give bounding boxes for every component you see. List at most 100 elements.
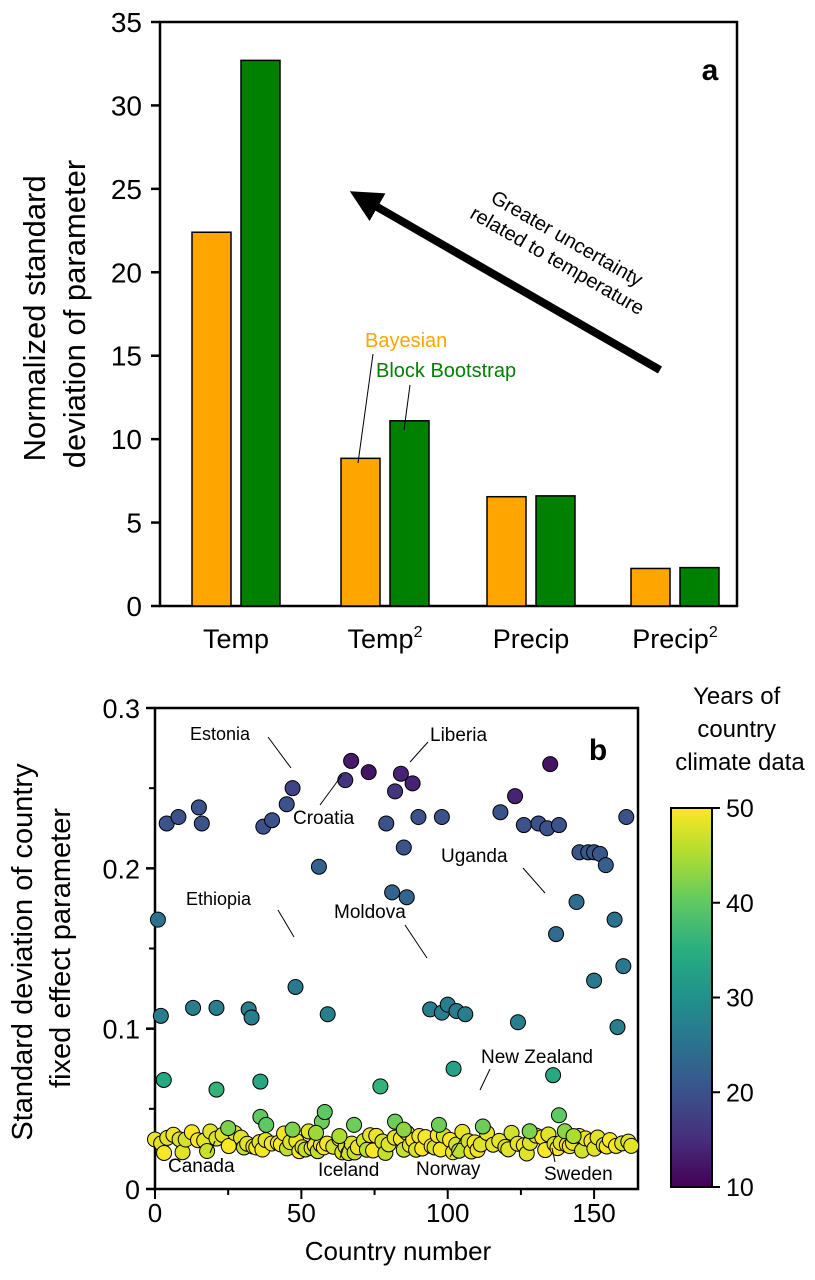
panel-b-ylabel: Standard deviation of country fixed effe…: [7, 755, 77, 1140]
a-xtick-label: Temp: [203, 624, 269, 654]
panel-a-frame: [158, 20, 739, 608]
label-estonia: Estonia: [190, 724, 251, 744]
label-moldova: Moldova: [334, 902, 406, 923]
a-xtick-label: Precip: [493, 624, 570, 654]
scatter-point: [542, 756, 559, 773]
scatter-point: [384, 884, 401, 901]
scatter-point: [310, 858, 327, 875]
a-ytick-label: 15: [111, 341, 142, 372]
b-ytick-label: 0.3: [102, 694, 140, 724]
a-ytick-label: 0: [126, 591, 142, 622]
colorbar-tick-label: 20: [726, 1079, 754, 1107]
scatter-point: [278, 796, 295, 813]
scatter-point: [284, 1121, 301, 1138]
scatter-point: [615, 958, 632, 975]
leader-liberia: [409, 741, 429, 763]
panel-b-label: b: [589, 734, 607, 767]
scatter-point: [550, 1107, 567, 1124]
scatter-point: [521, 1123, 538, 1140]
label-canada: Canada: [168, 1156, 235, 1177]
a-ytick-label: 20: [111, 257, 142, 288]
scatter-point: [243, 1009, 260, 1026]
bar-bayesian-3: [630, 567, 671, 607]
bar-block-bootstrap-1: [389, 420, 430, 607]
scatter-point: [185, 999, 202, 1016]
scatter-point: [387, 783, 404, 800]
panel-a-ylabel-line1: Normalized standard: [17, 175, 52, 461]
scatter-point: [492, 804, 509, 821]
leader-norway: [449, 1136, 463, 1158]
scatter-point: [152, 1007, 169, 1024]
b-xtick-label: 50: [287, 1198, 316, 1228]
scatter-point: [507, 788, 524, 805]
scatter-point: [565, 1128, 582, 1145]
scatter-point: [457, 1006, 474, 1023]
bar-bayesian-0: [191, 231, 232, 607]
bar-block-bootstrap-3: [679, 566, 720, 607]
legend-bootstrap-leader: [403, 384, 411, 431]
scatter-point: [509, 1014, 526, 1031]
scatter-point: [220, 1120, 237, 1137]
scatter-point: [360, 764, 377, 781]
scatter-point: [410, 809, 427, 826]
scatter-point: [155, 1071, 172, 1088]
a-xtick-text: Temp: [203, 624, 269, 654]
scatter-point: [346, 1116, 363, 1133]
colorbar: Years of country climate data 10 20 30 40 50: [670, 683, 805, 1202]
scatter-point: [252, 1073, 269, 1090]
a-xtick-superscript: 2: [414, 624, 423, 641]
scatter-point: [395, 1121, 412, 1138]
a-ytick-label: 30: [111, 90, 142, 121]
panel-b-ylabel-line2: fixed effect parameter: [45, 808, 77, 1088]
scatter-point: [378, 815, 395, 832]
colorbar-gradient: [670, 807, 713, 1188]
bar-block-bootstrap-2: [535, 495, 576, 607]
b-ytick-label: 0: [125, 1175, 140, 1205]
legend-bayesian-leader: [357, 353, 374, 464]
leader-new-zealand: [479, 1068, 491, 1091]
scatter-point: [199, 1143, 216, 1160]
colorbar-title-line1: Years of: [693, 683, 781, 710]
scatter-point: [392, 765, 409, 782]
scatter-point: [430, 1116, 447, 1133]
leader-uganda: [522, 867, 546, 894]
colorbar-tick-label: 50: [726, 795, 754, 823]
a-xtick-label: Precip2: [632, 624, 718, 654]
label-sweden: Sweden: [544, 1164, 613, 1185]
panel-a-label: a: [702, 54, 719, 87]
label-new-zealand: New Zealand: [481, 1047, 593, 1068]
scatter-point: [597, 857, 614, 874]
bar-block-bootstrap-0: [240, 59, 281, 607]
scatter-point: [331, 1128, 348, 1145]
a-xtick-label: Temp2: [348, 624, 423, 654]
leader-canada: [209, 1140, 216, 1154]
bar-bayesian-2: [486, 495, 527, 607]
colorbar-title-line2: country: [697, 716, 776, 743]
panel-a-ylabel: Normalized standard deviation of paramet…: [17, 160, 92, 468]
uncertainty-arrow: [349, 191, 662, 374]
leader-estonia: [267, 736, 292, 769]
scatter-point: [287, 978, 304, 995]
scatter-point: [609, 1019, 626, 1036]
panel-b-xlabel: Country number: [305, 1236, 492, 1266]
b-ytick-label: 0.1: [102, 1015, 140, 1045]
b-xtick-label: 100: [426, 1198, 469, 1228]
label-uganda: Uganda: [441, 846, 508, 867]
a-xtick-superscript: 2: [709, 624, 718, 641]
scatter-point: [568, 894, 585, 911]
scatter-point: [308, 1124, 324, 1141]
scatter-point: [284, 780, 301, 797]
scatter-point: [623, 1137, 640, 1154]
scatter-point: [316, 1104, 333, 1121]
scatter-point: [264, 812, 281, 829]
scatter-point: [190, 799, 207, 816]
scatter-point: [337, 772, 354, 789]
scatter-point: [208, 1081, 225, 1098]
b-ytick-label: 0.2: [102, 854, 140, 884]
scatter-point: [586, 972, 603, 989]
scatter-point: [545, 1067, 562, 1084]
scatter-point: [395, 839, 412, 856]
leader-iceland: [339, 1142, 346, 1159]
